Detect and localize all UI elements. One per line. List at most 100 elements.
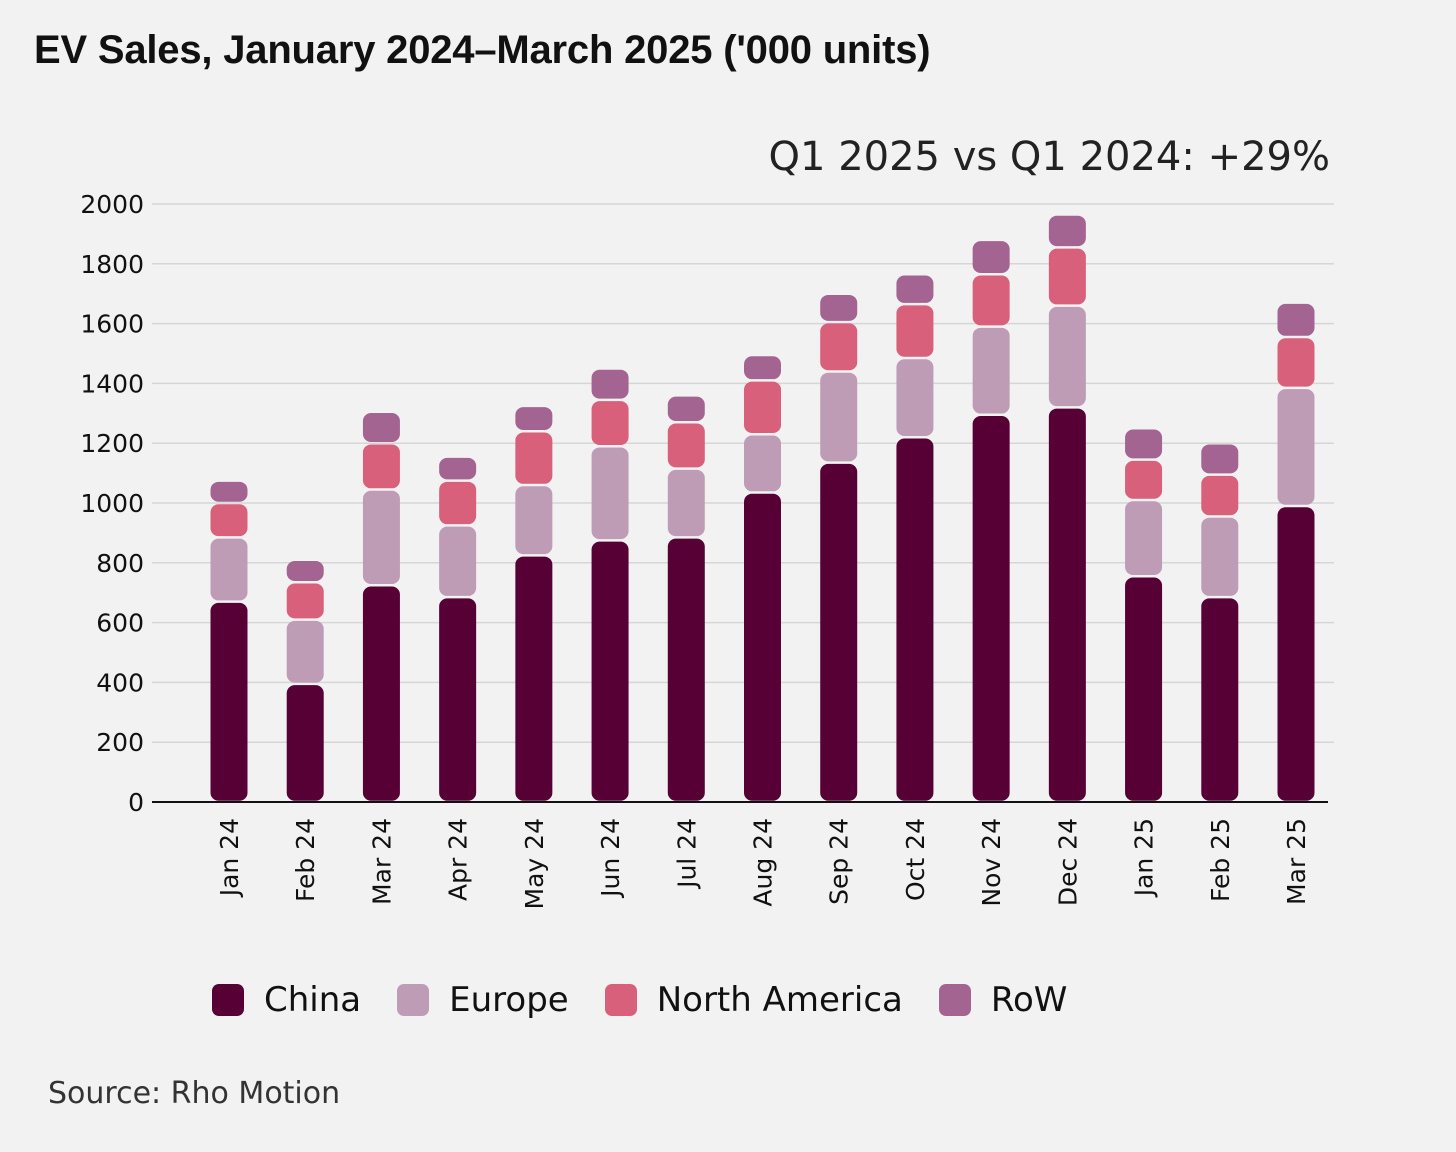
bar-segment-europe xyxy=(210,538,248,601)
bar-segment-china xyxy=(591,541,629,801)
bar-segment-china xyxy=(439,598,477,801)
bar-segment-north-america xyxy=(591,401,629,445)
bar-segment-china xyxy=(972,416,1010,801)
bar-segment-europe xyxy=(972,327,1010,414)
y-tick-label: 0 xyxy=(128,788,144,817)
bar-segment-europe xyxy=(439,526,477,596)
bar-segment-north-america xyxy=(286,583,324,619)
bar-segment-row xyxy=(210,481,248,502)
x-tick-label: Jun 24 xyxy=(596,818,625,899)
x-tick-label: Jan 24 xyxy=(215,818,244,898)
bar-segment-row xyxy=(744,356,781,380)
legend-swatch xyxy=(397,984,430,1016)
x-tick-label: Feb 25 xyxy=(1206,818,1235,902)
bar-segment-row xyxy=(820,294,858,321)
bar-segment-china xyxy=(362,586,400,801)
y-tick-label: 600 xyxy=(96,609,144,638)
x-tick-label: Mar 25 xyxy=(1282,818,1311,905)
legend-label: North America xyxy=(656,980,903,1020)
y-tick-label: 1200 xyxy=(80,429,144,458)
source-note: Source: Rho Motion xyxy=(48,1076,341,1111)
bar-segment-europe xyxy=(896,359,934,436)
bar-segment-north-america xyxy=(972,275,1010,326)
bar-segment-north-america xyxy=(362,444,400,489)
bar-segment-row xyxy=(362,413,400,442)
x-tick-label: May 24 xyxy=(520,818,549,909)
bar-segment-north-america xyxy=(439,481,477,525)
bar-segment-north-america xyxy=(744,381,781,433)
bar-segment-north-america xyxy=(820,323,858,371)
x-tick-label: Jan 25 xyxy=(1130,818,1159,898)
bar-segment-row xyxy=(972,241,1010,274)
legend-label: Europe xyxy=(449,980,569,1020)
x-tick-label: Feb 24 xyxy=(291,818,320,902)
bar-segment-china xyxy=(1201,598,1239,801)
x-tick-label: Sep 24 xyxy=(825,818,854,905)
x-tick-label: Jul 24 xyxy=(672,818,701,890)
bar-segment-china xyxy=(286,685,324,801)
bar-segment-europe xyxy=(362,490,400,584)
y-tick-label: 800 xyxy=(96,549,144,578)
bar-segment-europe xyxy=(667,469,705,537)
bar-segment-north-america xyxy=(1277,338,1315,387)
bar-segment-china xyxy=(820,463,858,801)
x-tick-label: Mar 24 xyxy=(367,818,396,905)
x-tick-label: Apr 24 xyxy=(444,818,473,901)
bar-segment-row xyxy=(1201,444,1239,474)
y-axis-ticks: 0 200 400 600 800 1000 1200 1400 1600 1800 2000 xyxy=(80,190,144,817)
x-tick-label: Aug 24 xyxy=(749,818,778,907)
bar-segment-row xyxy=(1048,215,1086,247)
bar-segment-north-america xyxy=(667,423,705,468)
bar-segment-china xyxy=(744,493,781,801)
bar-segment-north-america xyxy=(1125,460,1163,499)
x-tick-label: Oct 24 xyxy=(901,818,930,901)
legend-label: China xyxy=(264,980,362,1020)
bar-segment-europe xyxy=(515,486,553,555)
bar-segment-row xyxy=(1277,303,1315,336)
x-tick-label: Dec 24 xyxy=(1053,818,1082,906)
legend-item-china: China xyxy=(212,980,361,1020)
bar-segment-row xyxy=(896,275,934,303)
y-tick-label: 1000 xyxy=(80,489,144,518)
bar-segment-row xyxy=(439,457,477,480)
bar-segment-europe xyxy=(286,620,324,683)
y-tick-label: 1800 xyxy=(80,250,144,279)
legend-swatch xyxy=(212,984,244,1016)
legend-item-row: RoW xyxy=(938,980,1068,1020)
y-tick-label: 1600 xyxy=(80,310,144,339)
bar-segment-north-america xyxy=(1201,475,1239,516)
bar-segment-north-america xyxy=(515,432,553,484)
bar-segment-europe xyxy=(1277,389,1315,505)
bar-segment-china xyxy=(667,538,705,801)
bar-segment-north-america xyxy=(210,504,248,537)
bars xyxy=(210,215,1315,801)
legend-swatch xyxy=(938,984,971,1016)
y-tick-label: 400 xyxy=(96,668,144,697)
legend-label: RoW xyxy=(990,980,1068,1020)
bar-segment-china xyxy=(1048,408,1086,801)
bar-segment-europe xyxy=(1125,501,1163,576)
y-tick-label: 2000 xyxy=(80,190,144,219)
bar-segment-row xyxy=(1125,429,1163,459)
legend-item-north-america: North America xyxy=(604,980,903,1020)
bar-segment-europe xyxy=(820,372,858,462)
bar-segment-europe xyxy=(1201,517,1239,596)
bar-segment-row xyxy=(667,396,705,422)
bar-segment-china xyxy=(210,602,248,801)
bar-segment-row xyxy=(591,369,629,399)
bar-segment-europe xyxy=(1048,306,1086,407)
y-tick-label: 1400 xyxy=(80,369,144,398)
legend-swatch xyxy=(604,984,637,1016)
bar-segment-north-america xyxy=(1048,248,1086,305)
y-tick-label: 200 xyxy=(96,728,144,757)
bar-segment-europe xyxy=(591,447,629,540)
bar-segment-row xyxy=(286,561,324,581)
legend: China Europe North America RoW xyxy=(212,980,1067,1020)
bar-segment-europe xyxy=(744,435,781,492)
x-axis-ticks: Jan 24 Feb 24 Mar 24 Apr 24 May 24 Jun 24 Jul … xyxy=(215,818,1311,909)
comparison-annotation: Q1 2025 vs Q1 2024: +29% xyxy=(768,134,1330,180)
bar-segment-north-america xyxy=(896,305,934,357)
bar-segment-china xyxy=(896,438,934,801)
bar-segment-china xyxy=(1277,507,1315,801)
bar-segment-china xyxy=(515,556,553,801)
